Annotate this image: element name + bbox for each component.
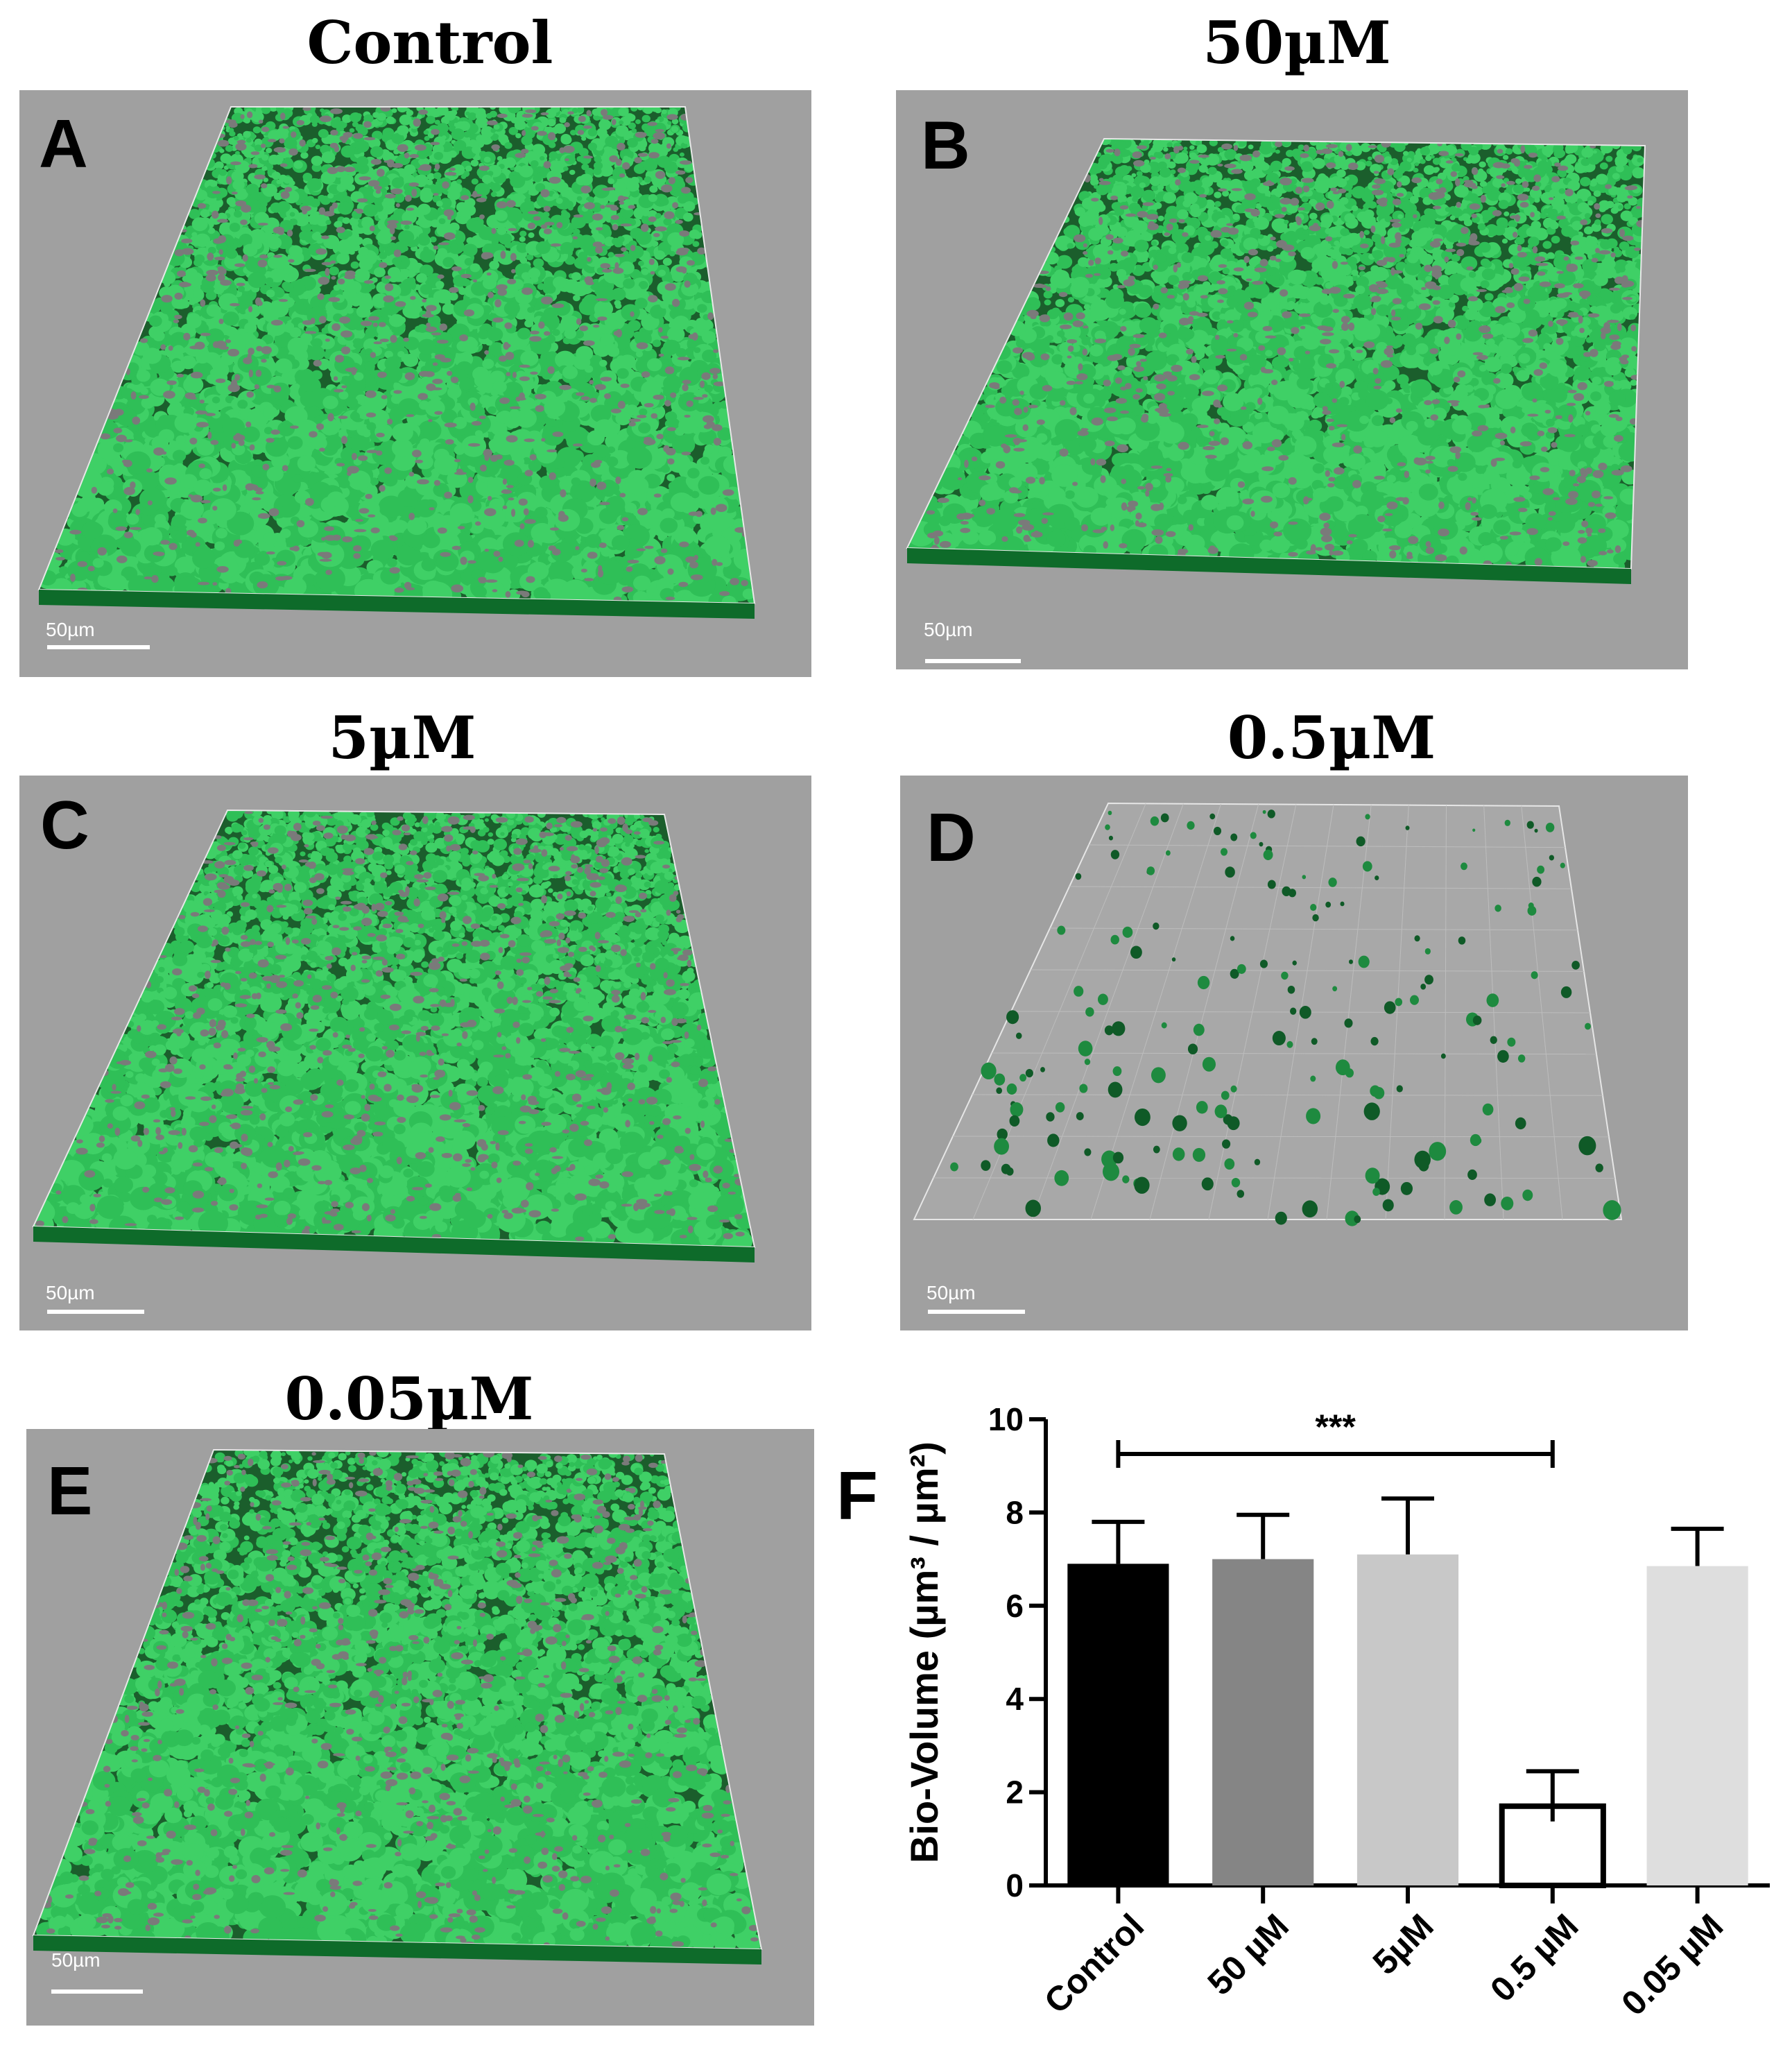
- panel-c-scale-label: 50µm: [46, 1282, 95, 1304]
- y-tick-label: 2: [1006, 1774, 1024, 1811]
- panel-b-image: B 50µm: [896, 90, 1688, 669]
- panel-c-image: C 50µm: [19, 776, 811, 1330]
- y-tick-label: 0: [1006, 1867, 1024, 1903]
- bar: [1646, 1566, 1748, 1885]
- panel-e-image: E 50µm: [26, 1429, 814, 2026]
- y-tick-label: 4: [1006, 1681, 1024, 1717]
- panel-d-letter: D: [927, 803, 976, 871]
- panel-d-scale-bar: [928, 1310, 1025, 1314]
- panel-c-scale-bar: [47, 1310, 144, 1314]
- panel-a-letter: A: [39, 110, 88, 178]
- panel-b-scale-label: 50µm: [924, 619, 973, 641]
- panel-b-letter: B: [921, 111, 970, 179]
- panel-e-scale-label: 50µm: [51, 1949, 101, 1971]
- panel-b-title: 50µM: [1103, 14, 1491, 72]
- x-tick-label: 50 µM: [1200, 1906, 1296, 2003]
- x-tick-label: 0.05 µM: [1614, 1906, 1730, 2023]
- panel-b-render: [906, 137, 1646, 584]
- panel-c-title: 5µM: [201, 709, 603, 767]
- y-tick-label: 6: [1006, 1588, 1024, 1624]
- panel-b-scale-bar: [925, 659, 1021, 663]
- panel-d-title: 0.5µM: [1130, 709, 1533, 767]
- panel-e-render: [32, 1448, 763, 1965]
- x-tick-label: 5µM: [1365, 1906, 1441, 1982]
- panel-a-title: Control: [229, 14, 631, 72]
- bar: [1212, 1559, 1314, 1885]
- x-tick-label: 0.5 µM: [1483, 1906, 1585, 2009]
- panel-d-render: [913, 802, 1623, 1226]
- panel-d-scale-label: 50µm: [927, 1282, 976, 1304]
- panel-a-render: [37, 106, 756, 619]
- panel-f-letter: F: [836, 1457, 878, 1535]
- bar: [1067, 1564, 1169, 1885]
- panel-e-title: 0.05µM: [208, 1370, 610, 1428]
- bar: [1356, 1554, 1459, 1885]
- y-tick-label: 8: [1006, 1494, 1024, 1530]
- panel-d-image: D 50µm: [900, 776, 1688, 1330]
- x-tick-label: Control: [1037, 1906, 1151, 2021]
- y-axis-label: Bio-Volume (µm³ / µm²): [902, 1441, 946, 1863]
- panel-c-render: [32, 809, 756, 1263]
- panel-e-scale-bar: [51, 1989, 143, 1994]
- significance-label: ***: [1315, 1407, 1356, 1446]
- panel-a-scale-bar: [47, 645, 150, 649]
- panel-c-letter: C: [40, 791, 89, 859]
- panel-a-scale-label: 50µm: [46, 619, 95, 641]
- y-tick-label: 10: [988, 1401, 1024, 1437]
- panel-e-letter: E: [47, 1457, 92, 1525]
- panel-a-image: A 50µm: [19, 90, 811, 677]
